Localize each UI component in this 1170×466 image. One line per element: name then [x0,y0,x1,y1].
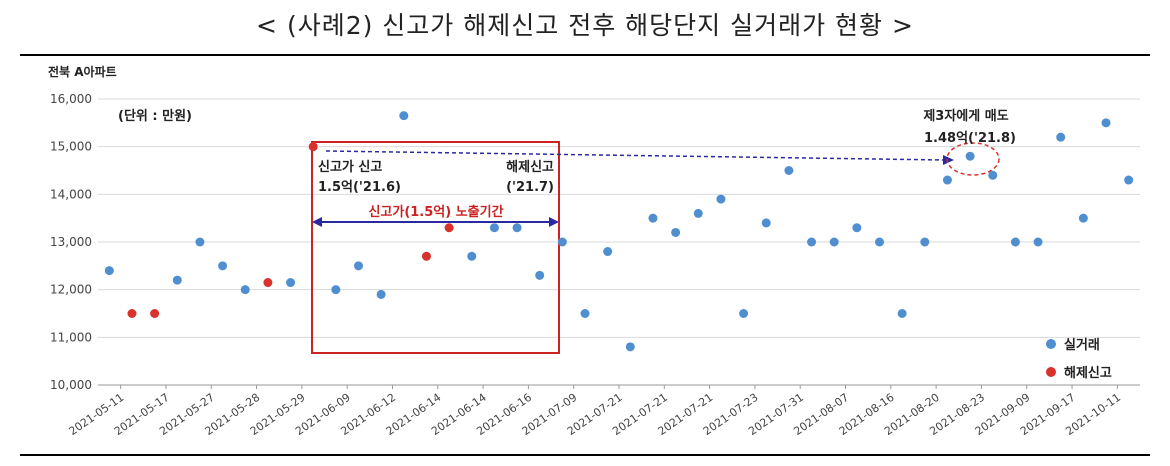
x-axis-ticks: 2021-05-112021-05-172021-05-272021-05-28… [67,385,1123,438]
point-real-trade [693,208,703,218]
point-real-trade [1101,118,1111,128]
point-real-trade [988,170,998,180]
resale-label-line1: 제3자에게 매도 [923,108,1008,124]
report-label-line1: 신고가 신고 [318,160,382,175]
point-real-trade [376,289,386,299]
point-real-trade [761,218,771,228]
exposure-period-box [311,141,560,354]
page-heading: < (사례2) 신고가 해제신고 전후 해당단지 실거래가 현황 > [256,11,914,40]
exposure-period-label: 신고가(1.5억) 노출기간 [368,204,503,220]
point-real-trade [580,309,590,318]
point-real-trade [354,261,363,271]
y-axis-ticks: 10,000 11,000 12,000 13,000 14,000 15,000 16,0… [50,92,92,392]
point-real-trade [807,237,817,247]
point-real-trade [172,275,182,285]
cancel-label-line2: ('21.7) [506,180,554,195]
resale-dashed-arrow [325,150,945,161]
point-real-trade [1033,237,1043,247]
y-tick-label: 10,000 [50,378,92,392]
legend-marker-cancel [1046,367,1056,377]
y-tick-label: 14,000 [50,187,92,201]
point-real-trade [1010,237,1020,247]
point-real-trade [942,175,952,185]
point-real-trade [784,166,794,175]
exposure-arrow-right-head [549,217,559,227]
resale-highlight-circle [946,142,1000,176]
unit-note: (단위 : 만원) [118,108,192,124]
point-real-trade [195,237,205,247]
cancel-label-line1: 해제신고 [506,159,554,175]
point-real-trade [512,223,522,233]
point-cancel-report [308,142,318,152]
data-points [104,111,1134,352]
y-tick-label: 15,000 [50,140,92,154]
point-real-trade [829,237,839,247]
y-tick-label: 13,000 [50,235,92,249]
resale-arrow-head [943,155,954,165]
legend-label-cancel: 해제신고 [1064,365,1112,381]
point-real-trade [489,223,499,233]
point-cancel-report [421,251,431,261]
point-real-trade [1056,132,1066,142]
y-tick-label: 16,000 [50,92,92,106]
point-real-trade [535,270,545,280]
y-tick-label: 12,000 [50,283,92,297]
point-real-trade [875,237,884,247]
point-real-trade [557,237,567,247]
point-real-trade [399,111,409,121]
legend-marker-real [1046,339,1056,349]
legend-label-real: 실거래 [1064,337,1100,353]
point-real-trade [671,227,681,237]
point-real-trade [603,247,613,257]
legend: 실거래 해제신고 [1046,337,1112,381]
point-real-trade [716,194,726,204]
point-cancel-report [150,309,160,318]
resale-label-line2: 1.48억('21.8) [924,131,1016,146]
point-real-trade [104,266,114,276]
point-real-trade [852,223,862,233]
point-cancel-report [444,223,454,233]
point-real-trade [218,261,228,271]
chart-title: 전북 A아파트 [48,64,117,79]
point-real-trade [286,278,296,288]
point-real-trade [897,309,907,318]
point-real-trade [739,309,749,318]
y-tick-label: 11,000 [50,330,92,344]
point-real-trade [467,251,477,261]
point-real-trade [1124,175,1134,185]
point-real-trade [920,237,930,247]
point-real-trade [1078,213,1088,223]
point-real-trade [240,285,250,295]
point-real-trade [625,342,635,352]
point-cancel-report [127,309,137,318]
point-real-trade [331,285,341,295]
point-cancel-report [263,278,273,288]
exposure-arrow-left-head [312,217,322,227]
point-real-trade [648,213,658,223]
report-label-line2: 1.5억('21.6) [318,180,401,195]
point-real-trade [965,151,975,161]
